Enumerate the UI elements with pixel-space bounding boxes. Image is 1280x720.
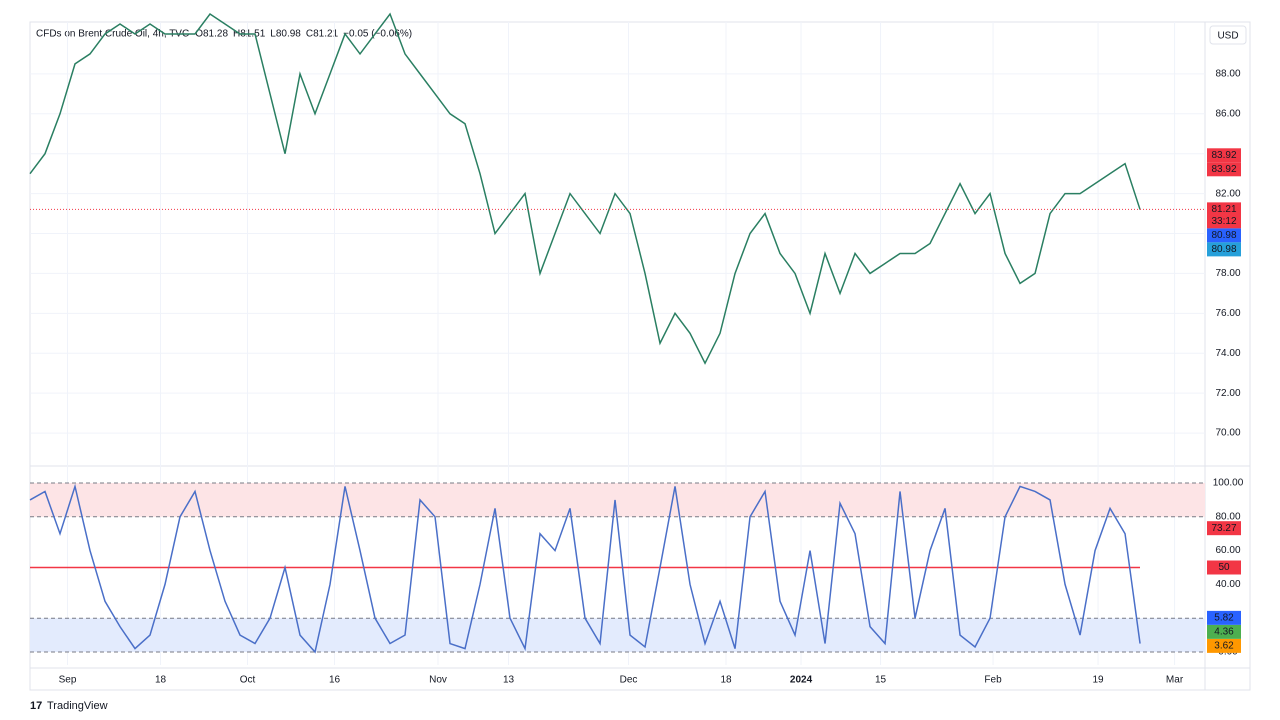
change: −0.05 (−0.06%)	[343, 29, 412, 40]
price-marker-label: 83.92	[1211, 150, 1236, 161]
footer: TradingView	[47, 700, 108, 712]
ohlc-label: O	[195, 29, 203, 40]
price-marker	[1207, 202, 1241, 229]
y-tick-label: 74.00	[1215, 348, 1240, 359]
series-line	[29, 483, 1141, 654]
price-marker-label: 81.21	[1211, 204, 1236, 215]
x-tick-label: Oct	[240, 675, 256, 686]
osc-marker-label: 4.36	[1214, 627, 1234, 638]
osc-marker-label: 3.62	[1214, 641, 1234, 652]
y-tick-label: 100.00	[1213, 478, 1244, 489]
currency: USD	[1217, 31, 1238, 42]
y-tick-label: 88.00	[1215, 69, 1240, 80]
x-tick-label: Mar	[1166, 675, 1184, 686]
ohlc-value: 80.98	[276, 29, 301, 40]
price-marker	[1207, 228, 1241, 243]
price-marker	[1207, 148, 1241, 163]
osc-marker	[1207, 521, 1241, 536]
y-tick-label: 70.00	[1215, 428, 1240, 439]
osc-marker-label: 50	[1218, 562, 1230, 573]
price-marker-label: 83.92	[1211, 164, 1236, 175]
ohlc-label: H	[233, 29, 240, 40]
osc-marker	[1207, 610, 1241, 625]
ohlc-label: C	[306, 29, 313, 40]
osc-marker	[1207, 624, 1241, 639]
osc-marker-label: 73.27	[1211, 523, 1236, 534]
price-marker	[1207, 162, 1241, 177]
series-line	[29, 12, 1141, 365]
oversold-band	[30, 618, 1205, 652]
osc-marker-label: 5.82	[1214, 613, 1234, 624]
x-tick-label: 15	[875, 675, 887, 686]
x-tick-label: Dec	[620, 675, 638, 686]
y-tick-label: 82.00	[1215, 188, 1240, 199]
y-tick-label: 40.00	[1215, 579, 1240, 590]
x-tick-label: Feb	[984, 675, 1002, 686]
osc-marker	[1207, 638, 1241, 653]
currency-button[interactable]	[1209, 25, 1247, 45]
price-marker-label: 80.98	[1211, 230, 1236, 241]
x-tick-label: 16	[329, 675, 341, 686]
y-tick-label: 76.00	[1215, 308, 1240, 319]
x-tick-label: 2024	[790, 675, 813, 686]
price-marker-label: 80.98	[1211, 244, 1236, 255]
chart-title: CFDs on Brent Crude Oil, 4h, TVC	[36, 29, 189, 40]
x-tick-label: 18	[155, 675, 167, 686]
overbought-band	[30, 483, 1205, 517]
y-tick-label: 78.00	[1215, 268, 1240, 279]
x-tick-label: 13	[503, 675, 515, 686]
price-marker	[1207, 242, 1241, 257]
ohlc-value: 81.21	[313, 29, 338, 40]
ohlc-value: 81.28	[203, 29, 228, 40]
y-tick-label: 60.00	[1215, 545, 1240, 556]
x-tick-label: Nov	[429, 675, 447, 686]
y-tick-label: 72.00	[1215, 388, 1240, 399]
x-tick-label: Sep	[59, 675, 77, 686]
osc-marker	[1207, 560, 1241, 575]
logo: 17	[30, 700, 42, 712]
y-tick-label: 80.00	[1215, 511, 1240, 522]
ohlc-label: L	[270, 29, 276, 40]
x-tick-label: 19	[1092, 675, 1104, 686]
frame	[29, 21, 1251, 691]
countdown: 33:12	[1211, 216, 1236, 227]
y-tick-label: 86.00	[1215, 108, 1240, 119]
x-tick-label: 18	[720, 675, 732, 686]
